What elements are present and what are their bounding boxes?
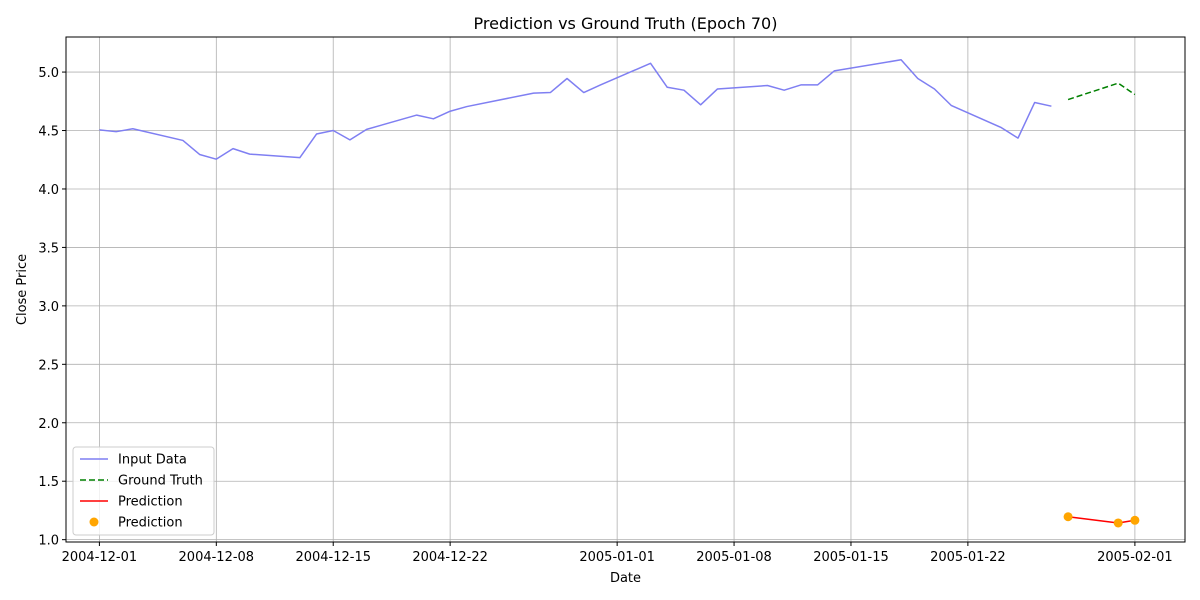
scatter-point-prediction bbox=[1113, 518, 1123, 528]
x-tick-label: 2005-01-01 bbox=[579, 550, 655, 565]
legend-label: Input Data bbox=[118, 453, 187, 468]
grid bbox=[66, 37, 1185, 542]
series-line-input-data bbox=[99, 59, 1052, 160]
y-tick-label: 3.0 bbox=[38, 300, 59, 315]
legend-label: Ground Truth bbox=[118, 474, 203, 489]
y-tick-label: 4.0 bbox=[38, 183, 59, 198]
ticks: 2004-12-01 2004-12-08 2004-12-15 2004-12-22… bbox=[38, 66, 1172, 565]
chart-title: Prediction vs Ground Truth (Epoch 70) bbox=[474, 14, 778, 33]
y-tick-label: 2.0 bbox=[38, 417, 59, 432]
scatter-point-prediction bbox=[1130, 515, 1140, 525]
legend: Input Data Ground Truth Prediction Predicti… bbox=[72, 446, 215, 536]
series-layer bbox=[99, 59, 1140, 528]
x-tick-label: 2005-02-01 bbox=[1097, 550, 1173, 565]
x-tick-label: 2004-12-01 bbox=[62, 550, 138, 565]
plot-frame bbox=[65, 36, 1186, 543]
legend-swatch-prediction-marker bbox=[89, 517, 99, 527]
y-tick-label: 3.5 bbox=[38, 241, 59, 256]
y-tick-label: 1.5 bbox=[38, 475, 59, 490]
y-axis-label: Close Price bbox=[15, 254, 30, 325]
y-tick-label: 1.0 bbox=[38, 534, 59, 549]
y-tick-label: 4.5 bbox=[38, 125, 59, 140]
y-tick-label: 5.0 bbox=[38, 66, 59, 81]
x-axis-label: Date bbox=[610, 571, 641, 586]
x-tick-label: 2004-12-22 bbox=[412, 550, 488, 565]
legend-label: Prediction bbox=[118, 516, 183, 531]
x-tick-label: 2005-01-15 bbox=[813, 550, 889, 565]
y-tick-label: 2.5 bbox=[38, 358, 59, 373]
x-tick-label: 2004-12-15 bbox=[295, 550, 371, 565]
legend-box bbox=[72, 446, 215, 536]
legend-label: Prediction bbox=[118, 495, 183, 510]
scatter-point-prediction bbox=[1063, 512, 1073, 522]
x-tick-label: 2004-12-08 bbox=[179, 550, 255, 565]
x-tick-label: 2005-01-08 bbox=[696, 550, 772, 565]
series-line-ground-truth bbox=[1067, 82, 1136, 101]
x-tick-label: 2005-01-22 bbox=[930, 550, 1006, 565]
